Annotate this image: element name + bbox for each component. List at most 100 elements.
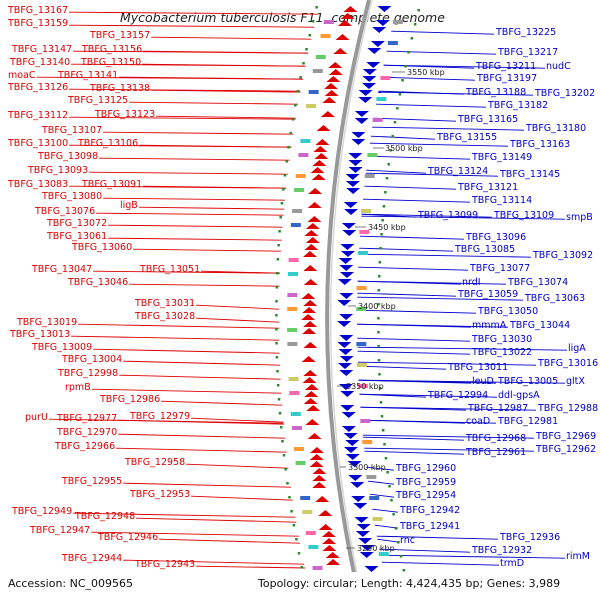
gene-label[interactable]: TBFG_13098 <box>37 151 98 162</box>
gene-label[interactable]: smpB <box>566 212 593 223</box>
gene-label[interactable]: ligA <box>568 343 586 354</box>
gene-label[interactable]: TBFG_13093 <box>27 165 88 176</box>
gene-label[interactable]: TBFG_13011 <box>447 362 508 373</box>
gene-label[interactable]: TBFG_13072 <box>46 218 107 229</box>
gene-label[interactable]: TBFG_13225 <box>495 27 556 38</box>
gene-label[interactable]: nrdI <box>462 277 481 288</box>
gene-label[interactable]: TBFG_12947 <box>29 525 90 536</box>
gene-label[interactable]: TBFG_13083 <box>7 179 68 190</box>
gene-label[interactable]: TBFG_12932 <box>471 545 532 556</box>
gene-label[interactable]: TBFG_13155 <box>436 132 497 143</box>
gene-label[interactable]: TBFG_13009 <box>31 342 92 353</box>
gene-label[interactable]: TBFG_12981 <box>497 416 558 427</box>
gene-label[interactable]: TBFG_12970 <box>56 427 117 438</box>
gene-label[interactable]: TBFG_12969 <box>535 431 596 442</box>
gene-label[interactable]: TBFG_13004 <box>61 354 122 365</box>
gene-label[interactable]: TBFG_13080 <box>41 191 102 202</box>
gene-label[interactable]: TBFG_13050 <box>477 306 538 317</box>
gene-label[interactable]: TBFG_13077 <box>469 263 530 274</box>
gene-label[interactable]: TBFG_13028 <box>134 311 195 322</box>
gene-label[interactable]: TBFG_13016 <box>537 358 598 369</box>
gene-label[interactable]: TBFG_13211 <box>475 61 536 72</box>
gene-label[interactable]: TBFG_13099 <box>417 210 478 221</box>
gene-label[interactable]: TBFG_13076 <box>34 206 95 217</box>
gene-label[interactable]: TBFG_13063 <box>524 293 585 304</box>
gene-label[interactable]: TBFG_12994 <box>427 390 488 401</box>
gene-label[interactable]: TBFG_13091 <box>81 179 142 190</box>
gene-label[interactable]: TBFG_13013 <box>9 329 70 340</box>
gene-label[interactable]: TBFG_13147 <box>11 44 72 55</box>
gene-label[interactable]: TBFG_13149 <box>471 152 532 163</box>
gene-label[interactable]: ddl-gpsA <box>498 390 540 401</box>
gene-label[interactable]: TBFG_13046 <box>67 277 128 288</box>
gene-label[interactable]: TBFG_13019 <box>16 317 77 328</box>
gene-label[interactable]: TBFG_13047 <box>31 264 92 275</box>
gene-label[interactable]: TBFG_12948 <box>74 511 135 522</box>
gene-label[interactable]: TBFG_13121 <box>457 182 518 193</box>
gene-label[interactable]: TBFG_12955 <box>61 476 122 487</box>
gene-label[interactable]: TBFG_12941 <box>399 521 460 532</box>
gene-label[interactable]: TBFG_12979 <box>129 411 190 422</box>
gene-label[interactable]: TBFG_12942 <box>399 505 460 516</box>
gene-label[interactable]: TBFG_12987 <box>467 403 528 414</box>
gene-label[interactable]: TBFG_12944 <box>61 553 122 564</box>
gene-label[interactable]: trmD <box>500 558 524 569</box>
gene-label[interactable]: TBFG_13114 <box>471 195 532 206</box>
gene-label[interactable]: TBFG_13167 <box>7 5 68 16</box>
gene-label[interactable]: TBFG_13124 <box>427 166 488 177</box>
gene-label[interactable]: TBFG_13150 <box>80 57 141 68</box>
gene-label[interactable]: TBFG_12986 <box>99 394 160 405</box>
gene-label[interactable]: TBFG_13096 <box>465 232 526 243</box>
gene-label[interactable]: TBFG_12962 <box>535 444 596 455</box>
gene-label[interactable]: TBFG_12968 <box>465 433 526 444</box>
gene-label[interactable]: mmmA <box>472 320 507 331</box>
gene-label[interactable]: TBFG_12988 <box>537 403 598 414</box>
gene-label[interactable]: TBFG_13005 <box>497 376 558 387</box>
gene-label[interactable]: TBFG_12966 <box>54 441 115 452</box>
gene-label[interactable]: TBFG_13060 <box>71 242 132 253</box>
gene-label[interactable]: TBFG_13107 <box>41 125 102 136</box>
gene-label[interactable]: TBFG_13109 <box>493 210 554 221</box>
gene-label[interactable]: nudC <box>546 61 571 72</box>
gene-label[interactable]: TBFG_13074 <box>507 277 568 288</box>
gene-label[interactable]: TBFG_13217 <box>497 47 558 58</box>
gene-label[interactable]: TBFG_13140 <box>9 57 70 68</box>
gene-label[interactable]: TBFG_13141 <box>57 70 118 81</box>
gene-label[interactable]: TBFG_13051 <box>139 264 200 275</box>
gene-label[interactable]: leuD <box>472 376 494 387</box>
gene-label[interactable]: TBFG_13030 <box>471 334 532 345</box>
gene-label[interactable]: TBFG_13100 <box>7 138 68 149</box>
gene-label[interactable]: moaC <box>8 70 36 81</box>
gene-label[interactable]: TBFG_13126 <box>7 82 68 93</box>
gene-label[interactable]: TBFG_12977 <box>56 413 117 424</box>
gene-label[interactable]: rnc <box>400 535 415 546</box>
gene-label[interactable]: TBFG_12960 <box>395 463 456 474</box>
gene-label[interactable]: TBFG_13165 <box>457 114 518 125</box>
gene-label[interactable]: TBFG_13188 <box>465 87 526 98</box>
gene-label[interactable]: TBFG_13159 <box>7 18 68 29</box>
gene-label[interactable]: TBFG_13157 <box>89 30 150 41</box>
gene-label[interactable]: TBFG_13112 <box>7 110 68 121</box>
gene-label[interactable]: coaD <box>466 416 490 427</box>
gene-label[interactable]: TBFG_12961 <box>465 447 526 458</box>
gene-label[interactable]: TBFG_13138 <box>89 83 150 94</box>
gene-label[interactable]: TBFG_13106 <box>77 138 138 149</box>
gene-label[interactable]: TBFG_13182 <box>487 100 548 111</box>
gene-label[interactable]: TBFG_13085 <box>454 244 515 255</box>
gene-label[interactable]: TBFG_13197 <box>476 73 537 84</box>
gene-label[interactable]: TBFG_12958 <box>124 457 185 468</box>
gene-label[interactable]: TBFG_12953 <box>129 489 190 500</box>
gene-label[interactable]: gltX <box>566 376 585 387</box>
gene-label[interactable]: TBFG_13123 <box>94 109 155 120</box>
gene-label[interactable]: TBFG_13031 <box>134 298 195 309</box>
gene-label[interactable]: purU <box>25 412 48 423</box>
gene-label[interactable]: TBFG_13061 <box>46 231 107 242</box>
gene-label[interactable]: TBFG_13202 <box>534 88 595 99</box>
gene-label[interactable]: TBFG_12954 <box>395 490 456 501</box>
gene-label[interactable]: TBFG_13145 <box>499 169 560 180</box>
gene-label[interactable]: TBFG_12949 <box>11 506 72 517</box>
gene-label[interactable]: TBFG_13180 <box>525 123 586 134</box>
gene-label[interactable]: TBFG_13163 <box>509 139 570 150</box>
gene-label[interactable]: TBFG_12946 <box>97 532 158 543</box>
gene-label[interactable]: TBFG_13059 <box>457 289 518 300</box>
